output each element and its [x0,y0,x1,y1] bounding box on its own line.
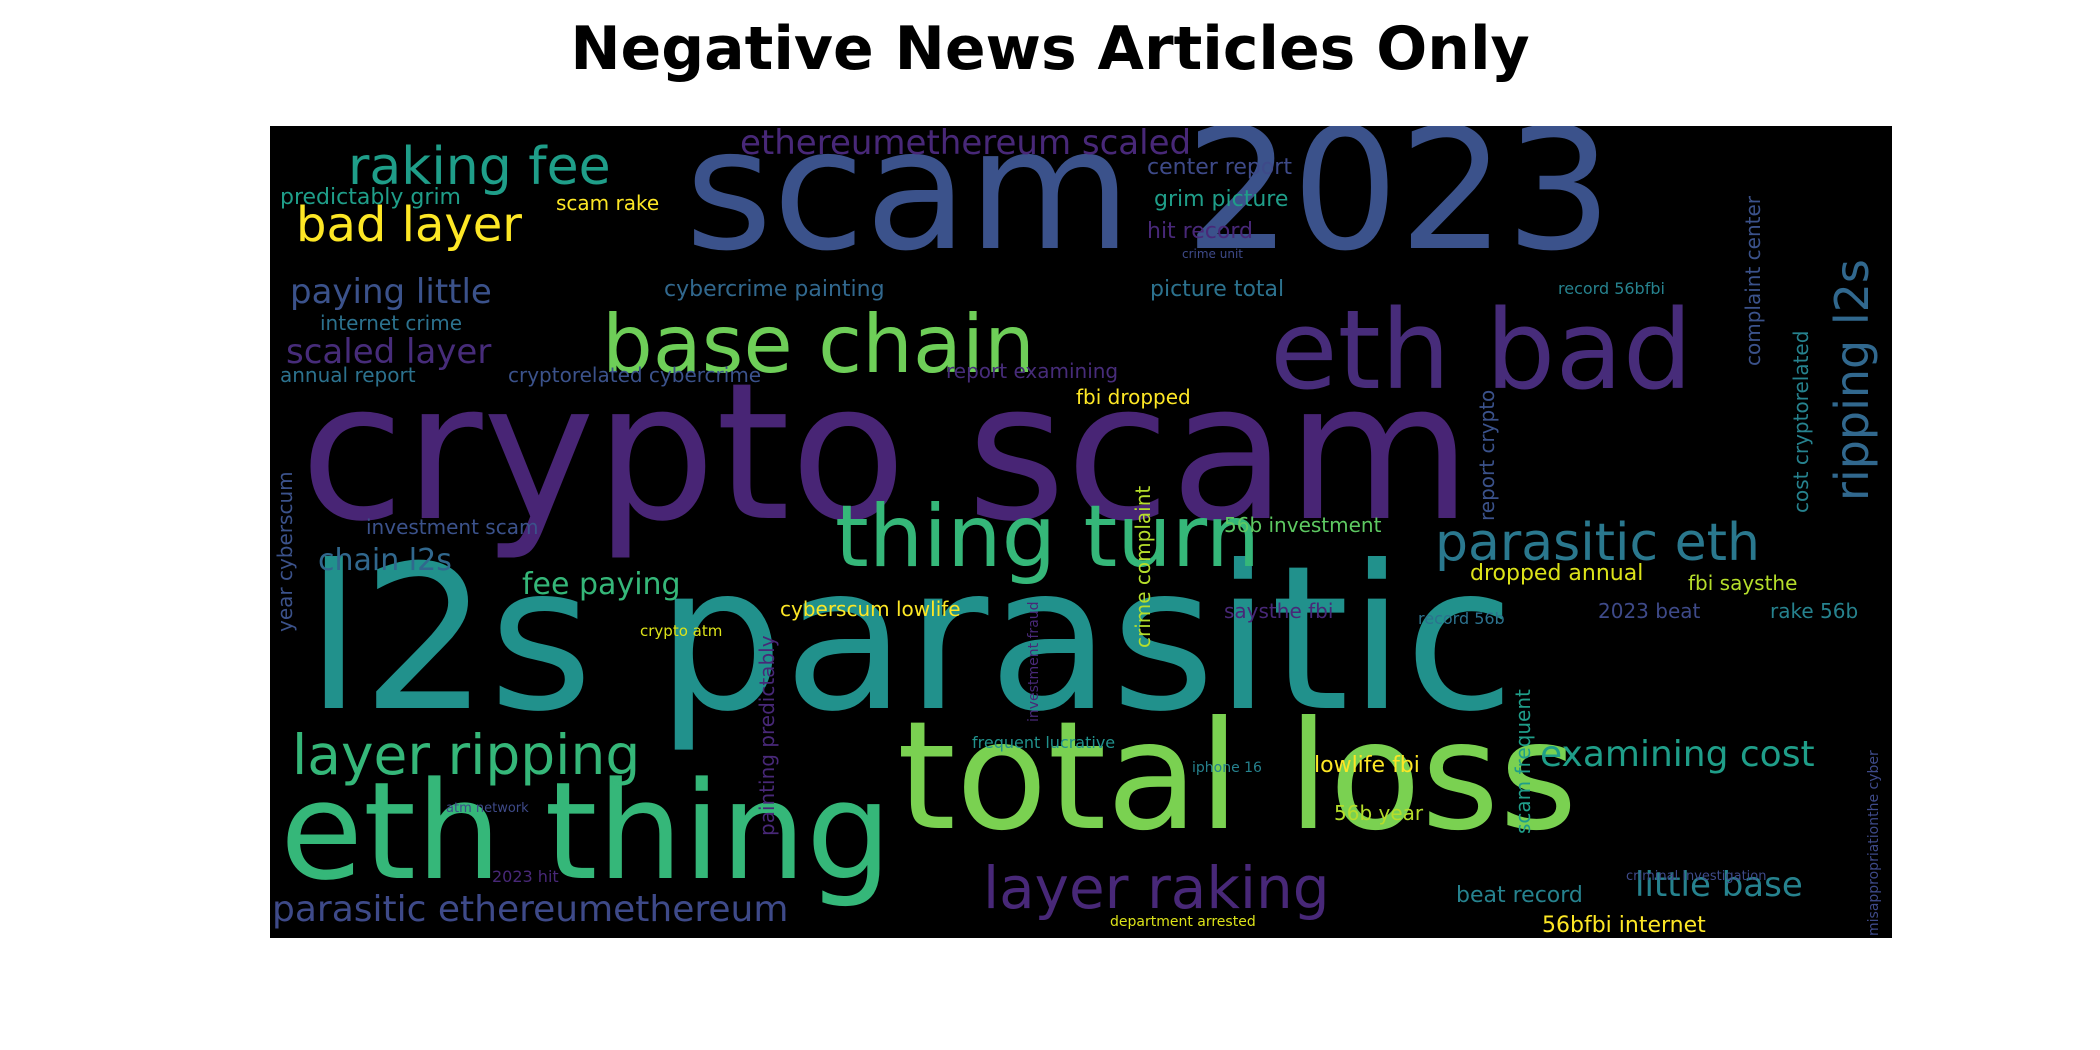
word-chain-l2s: chain l2s [318,543,452,578]
word-scam-rake: scam rake [556,191,659,215]
word-year-cyberscum: year cyberscum [273,471,297,632]
word-56bfbi-internet: 56bfbi internet [1542,913,1706,938]
word-raking-fee: raking fee [348,137,611,197]
word-investment-scam: investment scam [366,515,538,539]
word-crypto-scam: crypto scam [300,342,1472,563]
word-cryptorelated-cybercrime: cryptorelated cybercrime [508,363,761,387]
word-l2s-parasitic: l2s parasitic [306,523,1515,756]
word-base-chain: base chain [602,298,1035,391]
word-fbi-dropped: fbi dropped [1076,385,1191,409]
word-scaled-layer: scaled layer [286,332,491,372]
word-beat-record: beat record [1456,883,1583,908]
word-crime-unit: crime unit [1182,247,1243,261]
word-hit-record: hit record [1147,219,1253,244]
word-complaint-center: complaint center [1741,195,1765,366]
word-parasitic-eth: parasitic eth [1435,513,1760,573]
word-crime-complaint: crime complaint [1131,486,1155,648]
word-eth-bad: eth bad [1270,286,1693,414]
word-fbi-saysthe: fbi saysthe [1688,571,1797,595]
word-eth-thing: eth thing [280,753,892,910]
word-predictably-grim: predictably grim [280,185,461,210]
word-saysthe-fbi: saysthe fbi [1224,599,1333,623]
word-rake-56b: rake 56b [1770,599,1858,623]
word-total-loss: total loss [897,690,1577,864]
word-painting-predictably: painting predictably [755,635,779,836]
word-dropped-annual: dropped annual [1470,561,1643,586]
chart-title: Negative News Articles Only [570,14,1530,84]
word-lowlife-fbi: lowlife fbi [1314,753,1420,778]
word-little-base: little base [1635,865,1803,905]
word-cybercrime-painting: cybercrime painting [664,277,885,302]
word-scam-2023: scam 2023 [685,126,1612,288]
word-investment-fraud: investment fraud [1026,601,1042,722]
word-56b-investment: 56b investment [1224,513,1382,537]
word-annual-report: annual report [280,363,416,387]
word-record-56bfbi: record 56bfbi [1558,279,1665,298]
word-misappropriationthe-cyber: misappropriationthe cyber [1866,750,1882,936]
word-56b-year: 56b year [1334,801,1424,825]
word-picture-total: picture total [1150,277,1284,302]
word-ethereumethereum-scaled: ethereumethereum scaled [740,126,1191,163]
word-paying-little: paying little [290,272,492,312]
word-cost-cryptorelated: cost cryptorelated [1789,331,1813,513]
word-cloud-background [270,126,1892,938]
word-layer-raking: layer raking [983,854,1330,922]
word-bad-layer: bad layer [296,197,522,253]
word-report-examining: report examining [946,359,1118,383]
word-criminal-investigation: criminal investigation [1626,869,1766,884]
word-layer-ripping: layer ripping [292,723,640,787]
word-parasitic-ethereumethereum: parasitic ethereumethereum [272,889,788,930]
word-ripping-l2s: ripping l2s [1825,259,1879,501]
word-atm-network: atm network [446,801,529,816]
word-grim-picture: grim picture [1154,187,1288,212]
word-internet-crime: internet crime [320,311,462,335]
word-2023-beat: 2023 beat [1598,599,1701,623]
word-fee-paying: fee paying [522,567,681,602]
word-examining-cost: examining cost [1540,734,1815,775]
word-center-report: center report [1147,155,1292,180]
word-crypto-atm: crypto atm [640,622,722,640]
word-cyberscum-lowlife: cyberscum lowlife [780,597,961,621]
word-scam-frequent: scam frequent [1511,689,1535,834]
word-frequent-lucrative: frequent lucrative [972,733,1115,752]
word-thing-turn: thing turn [835,487,1260,587]
word-department-arrested: department arrested [1110,914,1256,930]
word-2023-hit: 2023 hit [492,867,559,886]
word-record-56b: record 56b [1418,609,1505,628]
word-iphone-16: iphone 16 [1192,760,1262,776]
word-report-crypto: report crypto [1475,390,1499,521]
